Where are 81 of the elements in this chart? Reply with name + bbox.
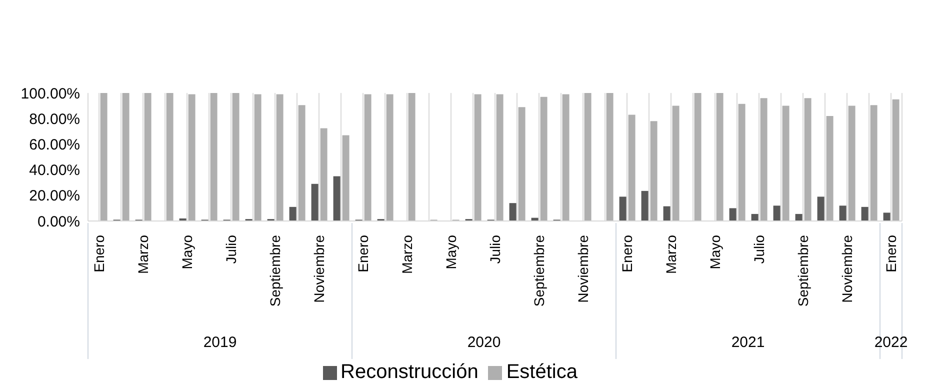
bar <box>650 121 658 221</box>
x-tick-label: Mayo <box>707 234 723 270</box>
bar <box>795 214 802 221</box>
bar <box>870 105 878 221</box>
bar <box>716 93 724 221</box>
bar <box>342 135 350 221</box>
bar <box>606 93 614 221</box>
x-tick-label: Julio <box>487 234 503 264</box>
x-tick-label: Julio <box>223 234 239 264</box>
bar <box>883 212 890 221</box>
bar <box>628 114 636 221</box>
bar <box>386 94 394 221</box>
bar <box>254 94 262 221</box>
bar <box>276 94 284 221</box>
bar <box>826 116 834 221</box>
bar <box>311 184 318 221</box>
bar <box>729 208 736 221</box>
y-tick-label: 40.00% <box>29 162 80 180</box>
bar <box>540 96 548 221</box>
x-tick-label: Marzo <box>135 234 151 274</box>
bar <box>773 206 780 221</box>
bar <box>738 104 746 221</box>
bar <box>694 93 702 221</box>
x-tick-label: Enero <box>619 234 635 272</box>
x-tick-label: Septiembre <box>531 234 547 307</box>
bar <box>641 190 648 221</box>
x-tick-label: Marzo <box>663 234 679 274</box>
x-tick-label: Noviembre <box>311 234 327 303</box>
bar <box>232 93 240 221</box>
bar <box>562 94 570 221</box>
bar <box>804 98 812 221</box>
bar <box>188 94 196 221</box>
bar <box>298 105 306 221</box>
bar <box>122 93 130 221</box>
bar <box>619 196 626 221</box>
bar <box>100 93 108 221</box>
bar <box>817 196 824 221</box>
bar <box>861 206 868 221</box>
bar <box>320 128 328 221</box>
bar <box>782 106 790 221</box>
bar <box>584 93 592 221</box>
bar <box>509 203 516 221</box>
bar <box>364 94 372 221</box>
x-tick-label: Mayo <box>179 234 195 270</box>
y-tick-label: 80.00% <box>29 110 80 128</box>
bar <box>166 93 174 221</box>
x-tick-label: Enero <box>883 234 899 272</box>
legend-label: Reconstrucción <box>340 361 478 383</box>
y-tick-label: 100.00% <box>20 85 80 102</box>
bar <box>289 206 296 221</box>
x-tick-label: Mayo <box>443 234 459 270</box>
bar <box>144 93 152 221</box>
legend-label: Estética <box>506 361 578 383</box>
x-tick-label: Enero <box>91 234 107 272</box>
x-tick-label: Septiembre <box>795 234 811 307</box>
x-tick-label: Marzo <box>399 234 415 274</box>
y-tick-label: 60.00% <box>29 136 80 154</box>
bar <box>672 106 680 221</box>
y-tick-label: 20.00% <box>29 188 80 205</box>
x-tick-label: Septiembre <box>267 234 283 307</box>
bar <box>474 94 482 221</box>
bar <box>496 94 504 221</box>
x-tick-label: Noviembre <box>839 234 855 303</box>
x-tick-label: Julio <box>751 234 767 264</box>
text: 2022 <box>874 334 908 351</box>
bar <box>333 176 340 221</box>
bar <box>751 214 758 221</box>
bar <box>408 93 416 221</box>
y-tick-label: 0.00% <box>37 213 80 230</box>
text: 2020 <box>467 334 501 351</box>
bar <box>892 99 900 221</box>
bar <box>210 93 218 221</box>
bar <box>663 206 670 221</box>
x-tick-label: Enero <box>355 234 371 272</box>
text: 2021 <box>731 334 765 351</box>
bar <box>518 107 526 221</box>
text: 2019 <box>203 334 237 351</box>
bar <box>760 98 768 221</box>
bar <box>848 106 856 221</box>
x-tick-label: Noviembre <box>575 234 591 303</box>
bar <box>839 206 846 221</box>
